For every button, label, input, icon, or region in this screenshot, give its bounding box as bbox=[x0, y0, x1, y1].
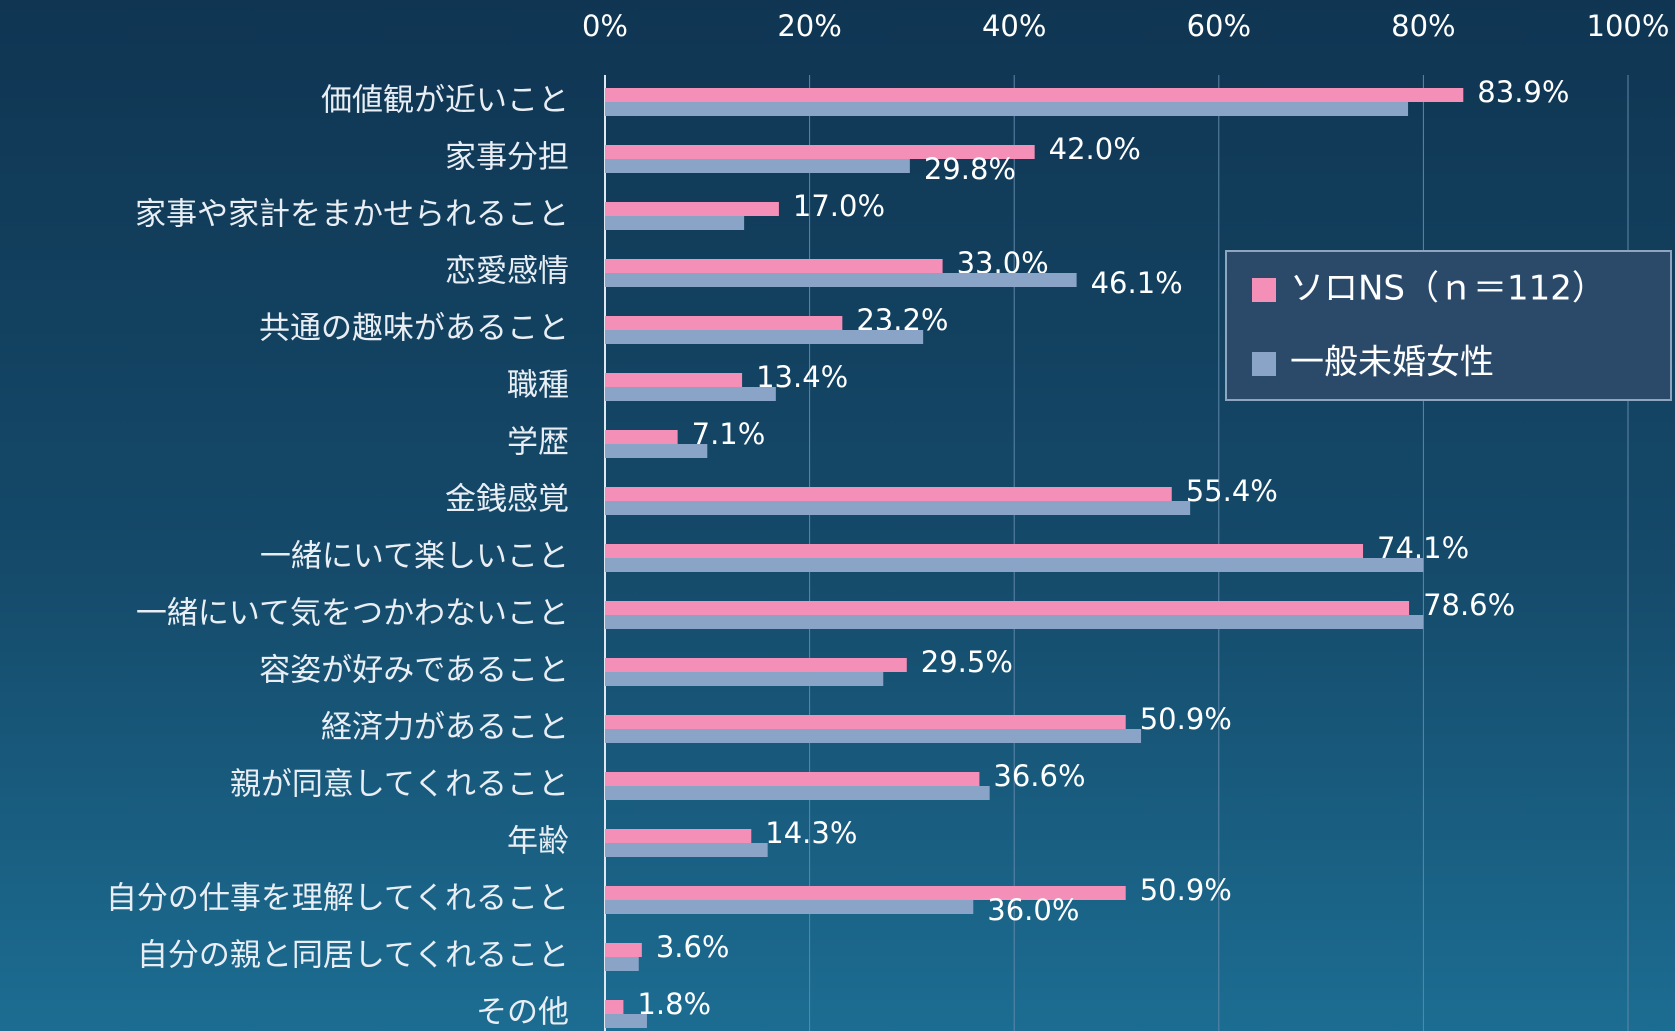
value-label: 3.6% bbox=[656, 930, 730, 964]
legend: ソロNS（ｎ＝112） 一般未婚女性 bbox=[1225, 250, 1672, 401]
value-label: 46.1% bbox=[1091, 266, 1183, 300]
value-label: 78.6% bbox=[1423, 588, 1515, 622]
bar bbox=[605, 430, 678, 444]
bar bbox=[605, 729, 1142, 743]
bar bbox=[605, 145, 1035, 159]
bar bbox=[605, 715, 1126, 729]
value-label: 50.9% bbox=[1140, 702, 1232, 736]
category-label: 職種 bbox=[507, 368, 569, 404]
bar bbox=[605, 786, 990, 800]
x-tick-label: 40% bbox=[982, 9, 1046, 43]
bar bbox=[605, 159, 910, 173]
category-label: 親が同意してくれること bbox=[230, 767, 569, 803]
bar bbox=[605, 273, 1077, 287]
category-label: 家事分担 bbox=[445, 140, 569, 176]
bar bbox=[605, 487, 1172, 501]
bar bbox=[605, 843, 768, 857]
bar bbox=[605, 558, 1424, 572]
value-label: 29.5% bbox=[921, 645, 1013, 679]
legend-label: 一般未婚女性 bbox=[1290, 343, 1494, 383]
category-label: 恋愛感情 bbox=[445, 254, 569, 290]
value-label: 17.0% bbox=[793, 189, 885, 223]
category-label: 自分の親と同居してくれること bbox=[137, 938, 569, 974]
bar bbox=[605, 544, 1364, 558]
legend-label: ソロNS（ｎ＝112） bbox=[1290, 269, 1606, 309]
value-label: 55.4% bbox=[1186, 474, 1278, 508]
bar bbox=[605, 501, 1191, 515]
category-label: 一緒にいて楽しいこと bbox=[260, 539, 569, 575]
legend-swatch bbox=[1252, 352, 1276, 376]
bar bbox=[605, 373, 743, 387]
bar bbox=[605, 330, 924, 344]
bar bbox=[605, 444, 708, 458]
category-label: 容姿が好みであること bbox=[259, 653, 569, 689]
bar bbox=[605, 387, 776, 401]
value-label: 42.0% bbox=[1049, 132, 1141, 166]
category-label: その他 bbox=[476, 995, 569, 1031]
bar bbox=[605, 615, 1424, 629]
bar bbox=[605, 1000, 624, 1014]
bar bbox=[605, 88, 1464, 102]
bar bbox=[605, 601, 1410, 615]
value-label: 50.9% bbox=[1140, 873, 1232, 907]
x-tick-label: 20% bbox=[777, 9, 841, 43]
bar bbox=[605, 943, 642, 957]
value-label: 36.0% bbox=[987, 893, 1079, 927]
category-label: 共通の趣味があること bbox=[259, 311, 569, 347]
x-tick-label: 0% bbox=[582, 9, 628, 43]
value-label: 29.8% bbox=[924, 152, 1016, 186]
bar bbox=[605, 886, 1126, 900]
value-label: 36.6% bbox=[993, 759, 1085, 793]
bar bbox=[605, 957, 639, 971]
x-tick-label: 100% bbox=[1587, 9, 1670, 43]
category-label: 年齢 bbox=[507, 824, 569, 860]
category-label: 金銭感覚 bbox=[445, 482, 569, 518]
bar bbox=[605, 829, 752, 843]
legend-box bbox=[1225, 250, 1672, 401]
category-label: 一緒にいて気をつかわないこと bbox=[136, 596, 569, 632]
category-label: 家事や家計をまかせられること bbox=[135, 197, 569, 233]
value-label: 14.3% bbox=[765, 816, 857, 850]
bar bbox=[605, 900, 974, 914]
x-tick-label: 80% bbox=[1391, 9, 1455, 43]
bar bbox=[605, 102, 1409, 116]
value-label: 1.8% bbox=[637, 987, 711, 1021]
bar bbox=[605, 672, 884, 686]
bar bbox=[605, 316, 843, 330]
category-label: 自分の仕事を理解してくれること bbox=[106, 881, 569, 917]
x-tick-label: 60% bbox=[1187, 9, 1251, 43]
bar bbox=[605, 216, 745, 230]
bar bbox=[605, 259, 943, 273]
category-label: 価値観が近いこと bbox=[321, 83, 569, 119]
value-label: 83.9% bbox=[1477, 75, 1569, 109]
legend-swatch bbox=[1252, 278, 1276, 302]
category-label: 学歴 bbox=[507, 425, 569, 461]
bar bbox=[605, 1014, 647, 1028]
category-label: 経済力があること bbox=[321, 710, 569, 746]
bar bbox=[605, 658, 907, 672]
bar bbox=[605, 202, 779, 216]
bar bbox=[605, 772, 980, 786]
